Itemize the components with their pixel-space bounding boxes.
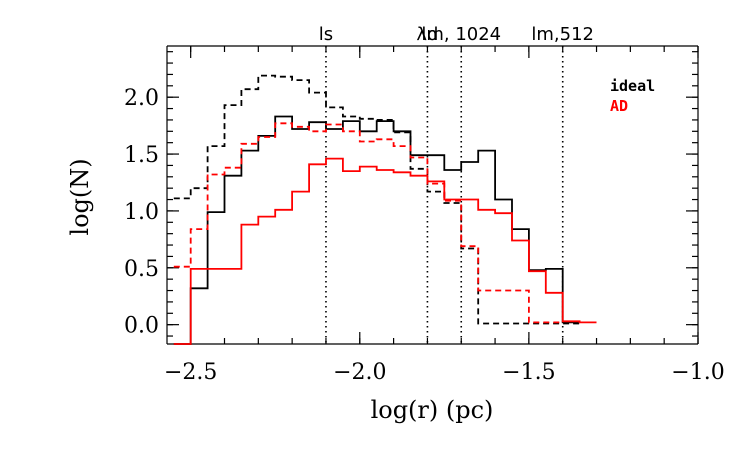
y-tick-label: 2.0: [124, 86, 159, 111]
histogram-ad-dashed: [173, 122, 563, 324]
x-tick-label: −1.0: [671, 360, 724, 385]
histogram-ideal: [173, 115, 580, 345]
x-tick-label: −2.5: [164, 360, 217, 385]
y-tick-label: 1.0: [124, 200, 159, 225]
histogram-ideal-dashed: [173, 74, 580, 325]
y-tick-label: 0.0: [124, 314, 159, 339]
x-tick-label: −2.0: [333, 360, 386, 385]
y-ticks: 0.0 0.5 1.0 1.5 2.0: [124, 51, 698, 339]
y-tick-label: 1.5: [124, 143, 159, 168]
legend-ad: AD: [610, 97, 628, 115]
x-axis-title: log(r) (pc): [371, 396, 494, 424]
y-tick-label: 0.5: [124, 257, 159, 282]
marker-label: ls: [319, 24, 333, 45]
legend-ideal: ideal: [610, 77, 655, 95]
marker-label: lm,512: [531, 24, 594, 45]
marker-label: λd: [416, 24, 438, 45]
plot-frame: [166, 45, 699, 345]
x-tick-label: −1.5: [502, 360, 555, 385]
series-group: [173, 74, 597, 345]
x-ticks: −2.5 −2.0 −1.5 −1.0: [164, 46, 725, 385]
legend: ideal AD: [610, 77, 655, 115]
histogram-ad: [173, 157, 597, 345]
marker-label: lm, 1024: [421, 24, 501, 45]
y-axis-title: log(N): [66, 158, 94, 235]
